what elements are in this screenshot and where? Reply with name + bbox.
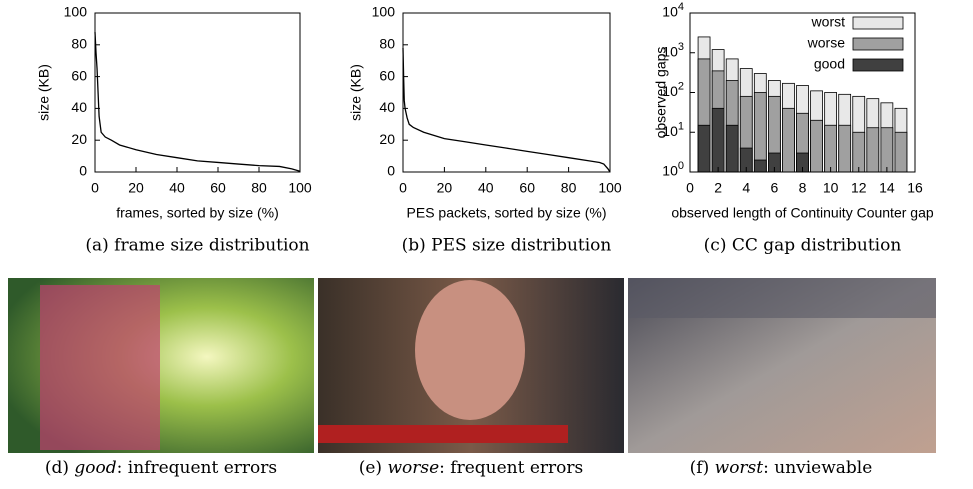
plot-frame (94, 12, 301, 173)
bar (866, 127, 880, 173)
y-tick-label: 80 (379, 36, 395, 52)
caption-label: (f) (689, 458, 710, 478)
y-tick-label: 100 (662, 160, 684, 179)
legend-swatch (852, 37, 904, 51)
bar (880, 127, 894, 173)
legend-swatch (852, 58, 904, 72)
x-tick-label: 80 (251, 180, 267, 196)
legend-label: good (814, 56, 845, 72)
caption-emphasis: good (74, 458, 117, 478)
artifact-band (628, 278, 936, 318)
x-tick-label: 10 (823, 180, 839, 196)
dvd-cover (40, 285, 160, 450)
x-tick-label: 0 (399, 180, 407, 196)
x-tick-label: 6 (770, 180, 778, 196)
bar (824, 124, 838, 173)
x-tick-label: 2 (714, 180, 722, 196)
x-tick-label: 8 (799, 180, 807, 196)
x-axis-label: observed length of Continuity Counter ga… (671, 205, 933, 221)
bar (725, 124, 739, 173)
x-tick-label: 20 (128, 180, 144, 196)
face (415, 280, 525, 420)
x-tick-label: 14 (879, 180, 895, 196)
x-tick-label: 100 (598, 180, 622, 196)
x-tick-label: 20 (437, 180, 453, 196)
y-tick-label: 0 (387, 163, 395, 179)
bar (711, 107, 725, 173)
caption-label: (e) (358, 458, 383, 478)
image-caption: (f) worst: unviewable (628, 458, 934, 478)
y-tick-label: 104 (662, 1, 684, 20)
bar (810, 119, 823, 173)
caption-emphasis: worse (387, 458, 440, 478)
y-axis-label: observed gaps (653, 47, 669, 139)
y-tick-label: 100 (64, 4, 88, 20)
x-tick-label: 60 (210, 180, 226, 196)
bar (852, 131, 866, 173)
caption-label: (d) (44, 458, 70, 478)
x-tick-label: 16 (907, 180, 923, 196)
caption-emphasis: worst (714, 458, 764, 478)
chart-caption: (b) PES size distribution (402, 236, 612, 256)
lower-third (318, 425, 568, 443)
chart-caption: (c) CC gap distribution (704, 236, 902, 256)
bar (697, 124, 711, 173)
y-tick-label: 103 (662, 41, 684, 60)
x-tick-label: 60 (519, 180, 535, 196)
y-tick-label: 60 (379, 67, 395, 83)
chart-caption: (a) frame size distribution (85, 236, 309, 256)
x-axis-label: frames, sorted by size (%) (116, 205, 279, 221)
caption-text: : unviewable (763, 458, 873, 478)
caption-text: : infrequent errors (116, 458, 278, 478)
y-tick-label: 80 (71, 36, 87, 52)
line (402, 47, 611, 173)
x-tick-label: 40 (169, 180, 185, 196)
y-tick-label: 0 (79, 163, 87, 179)
y-tick-label: 100 (372, 4, 396, 20)
x-tick-label: 0 (686, 180, 694, 196)
line (94, 32, 301, 172)
image-caption: (d) good: infrequent errors (8, 458, 314, 478)
legend-swatch (852, 16, 904, 30)
x-tick-label: 4 (742, 180, 750, 196)
y-tick-label: 60 (71, 67, 87, 83)
plot-frame (402, 12, 611, 173)
x-axis-label: PES packets, sorted by size (%) (407, 205, 607, 221)
x-tick-label: 0 (91, 180, 99, 196)
bar (782, 107, 795, 173)
x-tick-label: 80 (561, 180, 577, 196)
x-tick-label: 100 (288, 180, 312, 196)
y-tick-label: 20 (379, 131, 395, 147)
y-tick-label: 102 (662, 80, 684, 99)
x-tick-label: 12 (851, 180, 867, 196)
y-axis-label: size (KB) (36, 64, 52, 121)
y-tick-label: 40 (71, 99, 87, 115)
y-tick-label: 101 (662, 120, 684, 139)
bar (838, 124, 852, 173)
legend-label: worst (811, 14, 846, 30)
legend-label: worse (807, 35, 846, 51)
bar (753, 159, 767, 173)
y-axis-label: size (KB) (348, 64, 364, 121)
y-tick-label: 20 (71, 131, 87, 147)
bar (894, 131, 908, 173)
x-tick-label: 40 (478, 180, 494, 196)
y-tick-label: 40 (379, 99, 395, 115)
caption-text: : frequent errors (439, 458, 584, 478)
image-caption: (e) worse: frequent errors (318, 458, 624, 478)
